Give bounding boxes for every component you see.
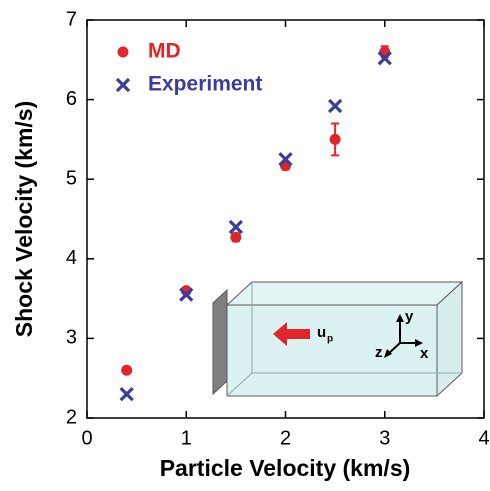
- y-axis-title: Shock Velocity (km/s): [11, 101, 37, 337]
- x-tick-label: 1: [181, 427, 192, 449]
- point: [179, 287, 194, 302]
- legend-marker: [117, 46, 129, 58]
- y-tick-label: 7: [66, 8, 77, 30]
- inset-label: y: [405, 308, 414, 325]
- x-tick-label: 2: [280, 427, 291, 449]
- point: [230, 231, 242, 243]
- point: [121, 364, 133, 376]
- inset-label: p: [327, 334, 333, 345]
- x-tick-label: 0: [81, 427, 92, 449]
- point: [377, 51, 392, 66]
- y-tick-label: 3: [66, 327, 77, 349]
- x-tick-label: 3: [379, 427, 390, 449]
- y-tick-label: 2: [66, 406, 77, 428]
- inset-diagram: u p y x z: [212, 280, 464, 398]
- point: [327, 98, 343, 114]
- y-tick-label: 5: [66, 167, 77, 189]
- legend-label: Experiment: [148, 73, 262, 96]
- inset-label: x: [420, 345, 429, 362]
- inset-label: u: [317, 324, 326, 341]
- inset-label: z: [375, 344, 383, 361]
- legend-marker: [115, 77, 131, 93]
- y-tick-label: 4: [66, 247, 77, 269]
- x-tick-label: 4: [478, 427, 489, 449]
- point: [119, 386, 134, 402]
- point: [278, 152, 293, 167]
- point: [329, 133, 341, 145]
- y-tick-label: 6: [66, 88, 77, 110]
- legend-label: MD: [148, 40, 181, 63]
- point: [228, 219, 244, 235]
- x-axis-title: Particle Velocity (km/s): [160, 455, 411, 481]
